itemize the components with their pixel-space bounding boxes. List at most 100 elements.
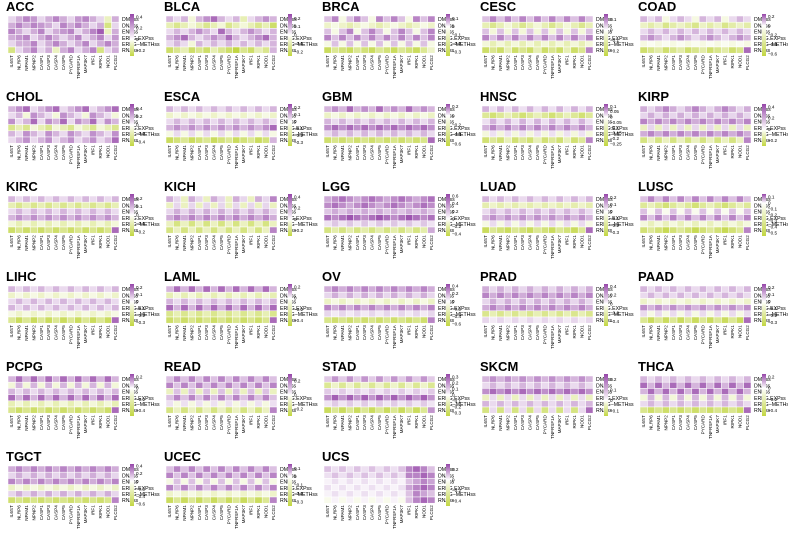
- heatmap-cell: [518, 226, 527, 234]
- heatmap-cell: [360, 105, 369, 113]
- heatmap-cell: [669, 310, 678, 318]
- heatmap-cell: [15, 465, 24, 473]
- heatmap-cell: [165, 118, 174, 125]
- heatmap-cell: [669, 46, 678, 54]
- heatmap-cell: [331, 226, 340, 234]
- legend-tick-label: 0.1: [610, 17, 617, 22]
- heatmap-cell: [540, 400, 549, 408]
- heatmap-cell: [269, 214, 278, 222]
- column-label: NOD1: [737, 325, 742, 338]
- column-label: CASP4: [686, 235, 691, 251]
- heatmap-cell: [577, 298, 586, 305]
- heatmap-cell: [555, 111, 564, 119]
- column-label: IL6ST: [167, 235, 172, 247]
- heatmap-cell: [585, 195, 594, 203]
- heatmap-cell: [496, 406, 505, 414]
- heatmap-cell: [111, 28, 120, 35]
- heatmap-cell: [239, 208, 248, 215]
- heatmap-cell: [44, 304, 53, 312]
- heatmap-cell: [360, 124, 369, 132]
- heatmap-cell: [59, 298, 68, 305]
- heatmap-cell: [382, 316, 391, 324]
- heatmap-cell: [103, 496, 112, 504]
- heatmap-cell: [360, 478, 369, 485]
- heatmap-cell: [202, 310, 211, 318]
- heatmap-cell: [103, 394, 112, 402]
- heatmap-cell: [563, 304, 572, 312]
- heatmap-cell: [489, 214, 498, 222]
- heatmap-cell: [496, 226, 505, 234]
- heatmap-cell: [511, 130, 520, 138]
- heatmap-cell: [676, 130, 685, 138]
- heatmap-cell: [654, 195, 663, 203]
- heatmap-cell: [165, 285, 174, 293]
- heatmap-cell: [239, 214, 248, 222]
- legend-colorbar: [446, 284, 450, 326]
- heatmap-cell: [195, 285, 204, 293]
- heatmap-cell: [232, 478, 241, 485]
- column-label: PLCG2: [271, 55, 276, 71]
- heatmap-cell: [743, 208, 752, 215]
- heatmap-cell: [698, 28, 707, 35]
- legend-tick-label: 0.2: [136, 26, 143, 31]
- heatmap-cell: [669, 375, 678, 383]
- heatmap-cell: [360, 208, 369, 215]
- column-label: PLCG2: [271, 235, 276, 251]
- heatmap-cell: [37, 15, 46, 23]
- legend-tick-label: 0: [768, 23, 771, 28]
- heatmap-cell: [368, 15, 377, 23]
- heatmap-svg: DMPssDNAssENHssEREG.EXPssEREG−METHssRNAs…: [323, 14, 476, 79]
- heatmap-cell: [22, 406, 31, 414]
- heatmap-cell: [232, 381, 241, 389]
- column-label: CASP5: [61, 505, 66, 521]
- column-label: NOD1: [579, 55, 584, 68]
- heatmap-cell: [165, 291, 174, 299]
- heatmap-cell: [52, 406, 61, 414]
- heatmap-svg: DMPssDNAssENHssEREG.EXPssEREG−METHssRNAs…: [323, 104, 476, 169]
- heatmap-cell: [427, 220, 436, 228]
- heatmap-cell: [390, 465, 399, 473]
- heatmap-cell: [419, 496, 428, 504]
- heatmap-panel-cesc: CESCDMPssDNAssENHssEREG.EXPssEREG−METHss…: [474, 0, 634, 92]
- heatmap-cell: [239, 21, 248, 29]
- heatmap-cell: [66, 201, 75, 209]
- heatmap-cell: [96, 208, 105, 215]
- heatmap-cell: [368, 40, 377, 48]
- heatmap-cell: [239, 220, 248, 228]
- column-label: RIPK1: [256, 55, 261, 69]
- heatmap-cell: [96, 118, 105, 125]
- heatmap-cell: [654, 310, 663, 318]
- heatmap-cell: [661, 388, 670, 395]
- heatmap-cell: [639, 220, 648, 228]
- heatmap-cell: [81, 111, 90, 119]
- row-label: EREG.EXPss: [122, 216, 154, 222]
- heatmap-cell: [661, 105, 670, 113]
- heatmap-cell: [382, 478, 391, 485]
- heatmap-cell: [353, 220, 362, 228]
- heatmap-cell: [427, 471, 436, 479]
- heatmap-cell: [390, 214, 399, 222]
- heatmap-cell: [111, 136, 120, 144]
- heatmap-cell: [187, 15, 196, 23]
- heatmap-cell: [66, 381, 75, 389]
- heatmap-cell: [81, 220, 90, 228]
- heatmap-cell: [224, 381, 233, 389]
- heatmap-cell: [323, 15, 332, 23]
- heatmap-cell: [375, 201, 384, 209]
- column-label: NPNP2: [347, 505, 352, 521]
- heatmap-cell: [210, 208, 219, 215]
- heatmap-cell: [570, 21, 579, 29]
- heatmap-cell: [195, 105, 204, 113]
- heatmap-cell: [533, 201, 542, 209]
- heatmap-cell: [489, 316, 498, 324]
- heatmap-cell: [713, 136, 722, 144]
- heatmap-cell: [247, 136, 256, 144]
- heatmap-cell: [187, 304, 196, 312]
- heatmap-cell: [247, 316, 256, 324]
- heatmap-cell: [180, 490, 189, 498]
- heatmap-cell: [548, 118, 557, 125]
- heatmap-cell: [503, 298, 512, 305]
- heatmap-cell: [224, 285, 233, 293]
- heatmap-cell: [173, 291, 182, 299]
- heatmap-cell: [654, 388, 663, 395]
